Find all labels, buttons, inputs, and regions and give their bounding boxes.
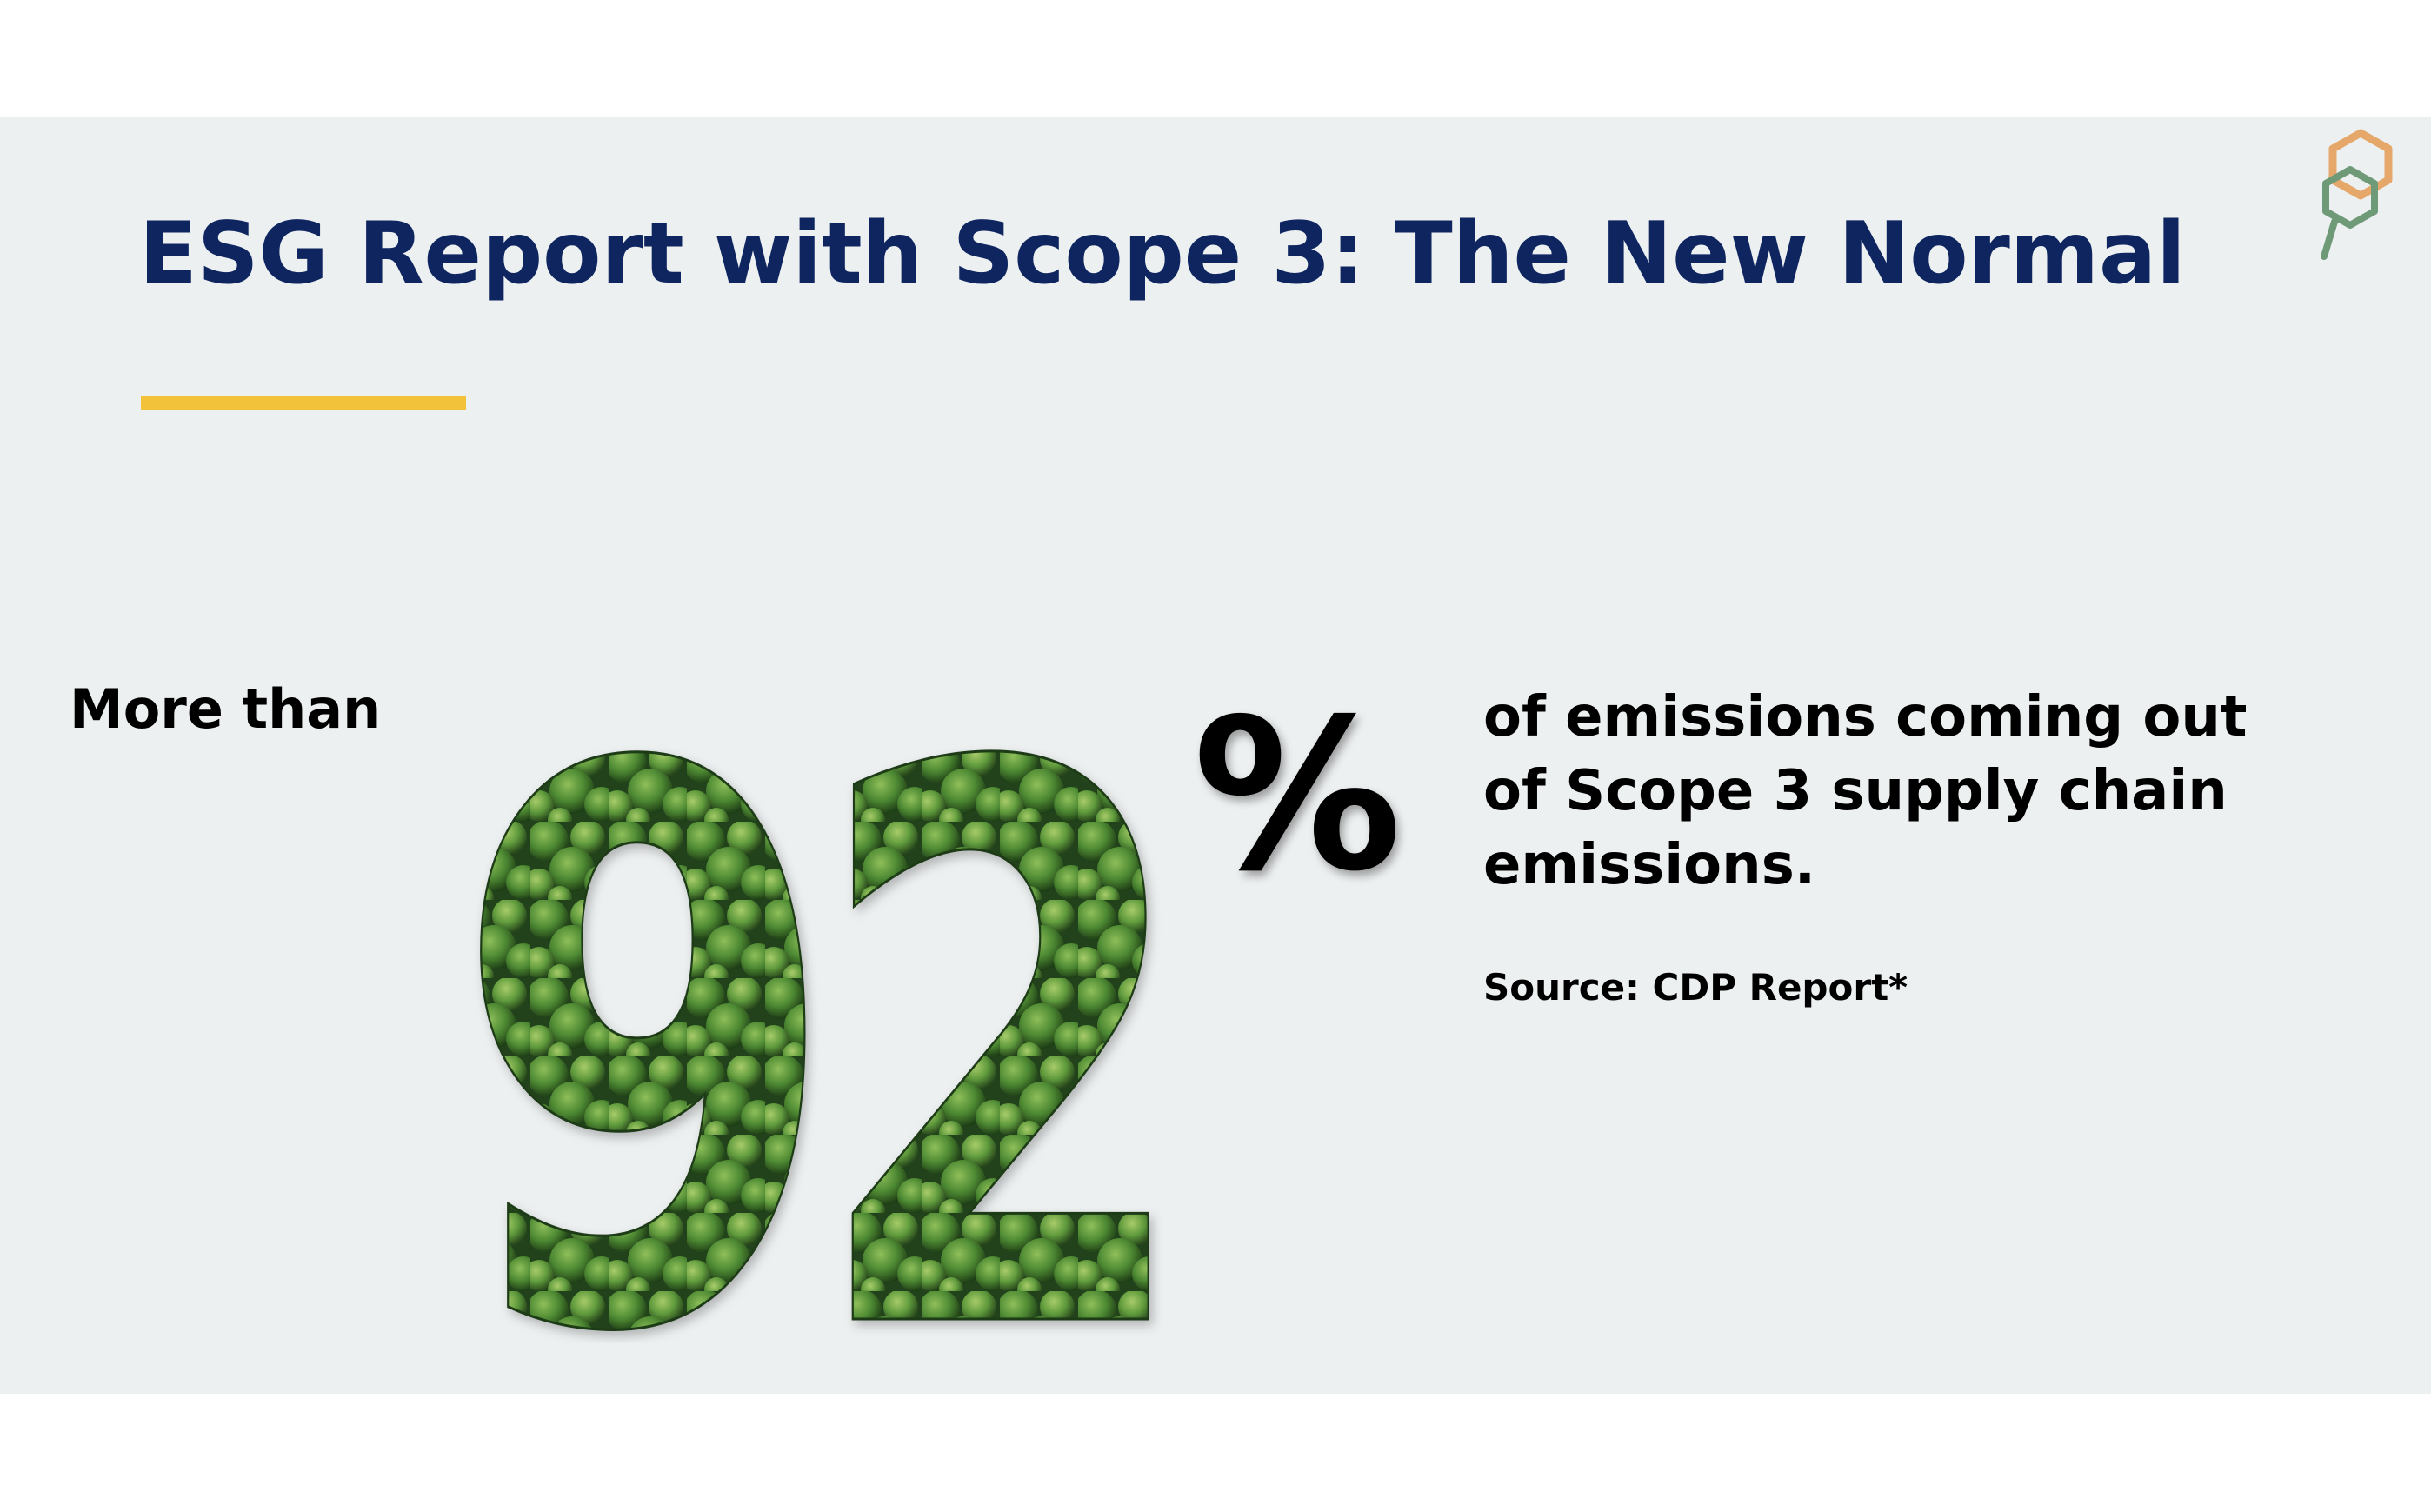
source-citation: Source: CDP Report* [1483,966,1908,1009]
big-number-text: 92 [452,609,1165,1343]
hexagon-leaf-logo-icon [2321,129,2393,260]
statistic-description: of emissions coming out of Scope 3 suppl… [1483,685,2248,897]
big-number-foliage: 92 [452,608,1182,1344]
lead-text: More than [70,677,382,741]
percent-sign: % [1193,674,1402,917]
slide-title: ESG Report with Scope 3: The New Normal [139,204,2186,303]
slide: ESG Report with Scope 3: The New Normal … [0,117,2431,1394]
title-underline-accent [141,396,466,410]
